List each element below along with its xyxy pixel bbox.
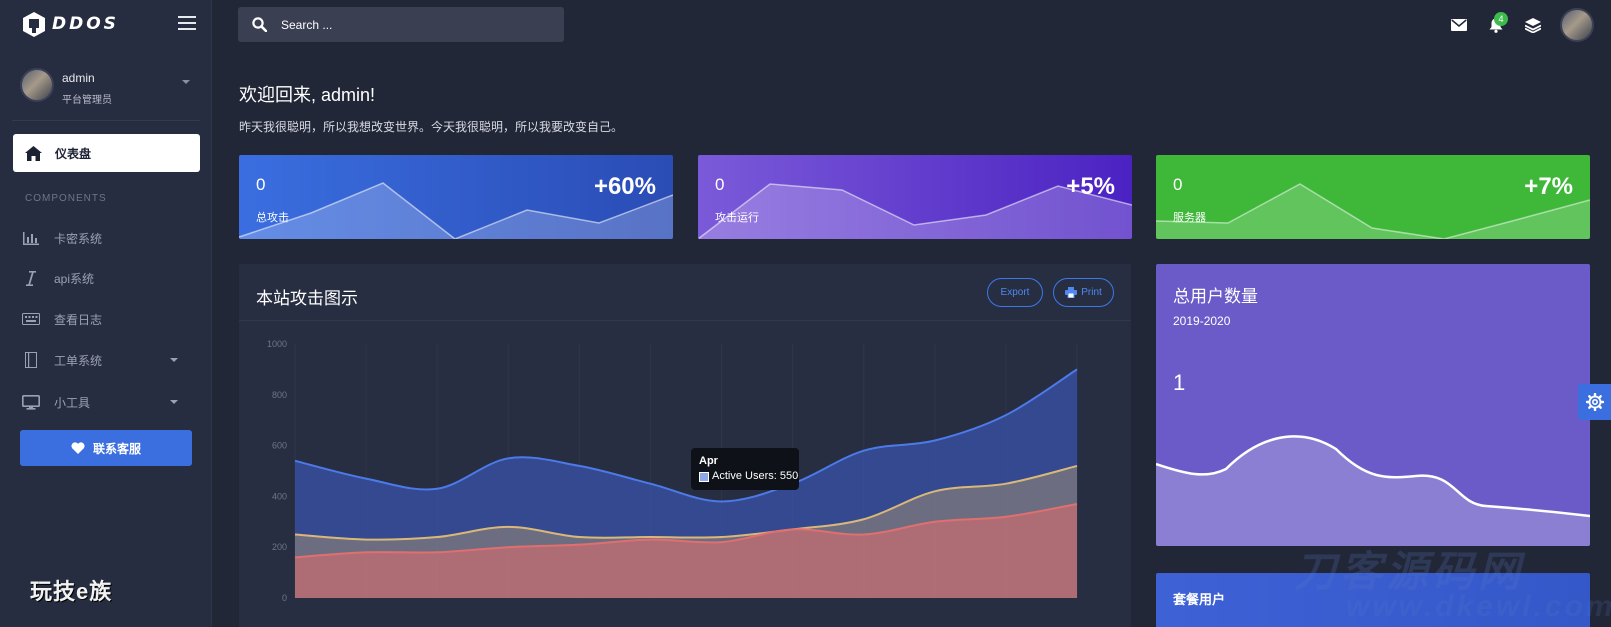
stat-card-sparkline <box>1156 155 1590 239</box>
chart-tooltip: Apr Active Users: 550 <box>691 448 799 490</box>
logo-text: DDOS <box>52 14 119 34</box>
watermark: 刀客源码网 <box>1294 548 1525 595</box>
logo-icon <box>23 11 45 37</box>
stat-percent: +7% <box>1524 173 1573 200</box>
y-tick-label: 200 <box>272 542 287 552</box>
book-icon <box>22 351 40 369</box>
plan-card-title: 套餐用户 <box>1173 592 1226 607</box>
sidebar-item-dashboard[interactable]: 仪表盘 <box>13 134 200 172</box>
heart-icon <box>71 442 85 454</box>
sidebar: DDOS admin 平台管理员 仪表盘 COMPONENTS 卡密系统 api… <box>0 0 212 627</box>
home-icon <box>25 145 42 161</box>
mail-button[interactable] <box>1448 14 1470 36</box>
panel-title: 本站攻击图示 <box>256 289 358 308</box>
search-input[interactable] <box>281 17 541 32</box>
sidebar-divider <box>12 120 200 121</box>
sidebar-item-label: 卡密系统 <box>54 231 103 246</box>
menu-toggle-button[interactable] <box>178 16 196 30</box>
watermark-url: www.dkewl.com <box>1346 590 1611 623</box>
stat-value: 0 <box>1173 175 1183 194</box>
stat-label: 服务器 <box>1173 212 1206 224</box>
total-users-card: 总用户数量 2019-2020 1 <box>1156 264 1590 546</box>
sidebar-item-tickets[interactable]: 工单系统 <box>22 348 194 372</box>
y-tick-label: 600 <box>272 441 287 451</box>
tooltip-text: Active Users: 550 <box>712 470 799 482</box>
users-wave-chart <box>1156 435 1590 546</box>
stat-card-running-attacks: 0 攻击运行 +5% <box>698 155 1132 239</box>
print-button[interactable]: Print <box>1053 278 1114 307</box>
user-role: 平台管理员 <box>62 95 112 106</box>
users-card-period: 2019-2020 <box>1173 314 1231 328</box>
sidebar-user[interactable]: admin 平台管理员 <box>20 66 192 116</box>
keyboard-icon <box>22 310 40 328</box>
welcome-title: 欢迎回来, admin! <box>239 85 376 105</box>
plan-users-card: 套餐用户 <box>1156 573 1590 627</box>
bar-chart-icon <box>22 229 40 247</box>
section-label: COMPONENTS <box>25 193 107 204</box>
sidebar-item-card-system[interactable]: 卡密系统 <box>22 226 194 250</box>
panel-divider <box>239 320 1131 321</box>
sidebar-item-logs[interactable]: 查看日志 <box>22 307 194 331</box>
stat-card-total-attacks: 0 总攻击 +60% <box>239 155 673 239</box>
user-name: admin <box>62 71 95 85</box>
layers-button[interactable] <box>1522 14 1544 36</box>
series-line <box>294 503 1078 559</box>
stat-card-sparkline <box>239 155 673 239</box>
chevron-down-icon <box>170 400 178 404</box>
attack-chart-panel: 本站攻击图示 Export Print 0 200 400 600 800 1000 <box>239 264 1131 627</box>
layers-icon <box>1525 17 1541 33</box>
print-label: Print <box>1081 287 1102 298</box>
monitor-icon <box>22 393 40 411</box>
settings-button[interactable] <box>1578 384 1611 420</box>
stat-label: 总攻击 <box>256 212 289 224</box>
stat-label: 攻击运行 <box>715 212 759 224</box>
series-line <box>294 464 1078 541</box>
stat-percent: +60% <box>593 173 656 200</box>
welcome-motto: 昨天我很聪明，所以我想改变世界。今天我很聪明，所以我要改变自己。 <box>239 120 624 134</box>
chevron-down-icon <box>170 358 178 362</box>
sidebar-item-label: api系统 <box>54 271 95 286</box>
users-card-count: 1 <box>1173 370 1186 395</box>
stat-card-sparkline <box>698 155 1132 239</box>
sidebar-item-tools[interactable]: 小工具 <box>22 390 194 414</box>
sidebar-item-label: 工单系统 <box>54 353 103 368</box>
contact-support-label: 联系客服 <box>92 441 141 456</box>
users-card-title: 总用户数量 <box>1173 287 1258 306</box>
notification-badge: 4 <box>1494 12 1508 26</box>
avatar <box>20 68 54 102</box>
attack-area-chart: 0 200 400 600 800 1000 <box>267 339 1078 603</box>
stat-card-servers: 0 服务器 +7% <box>1156 155 1590 239</box>
italic-icon <box>22 269 40 287</box>
search-icon <box>252 17 267 32</box>
sidebar-item-label: 查看日志 <box>54 312 103 327</box>
tooltip-title: Apr <box>699 455 718 467</box>
contact-support-button[interactable]: 联系客服 <box>20 430 192 466</box>
y-tick-label: 0 <box>282 593 287 603</box>
sidebar-item-label: 小工具 <box>54 395 91 410</box>
brand-mark: 玩技e族 <box>30 579 113 604</box>
logo[interactable]: DDOS <box>22 10 119 38</box>
series-area <box>295 504 1077 598</box>
search-bar <box>238 7 564 42</box>
sidebar-item-label: 仪表盘 <box>55 146 92 161</box>
gear-icon <box>1585 393 1604 411</box>
y-tick-label: 800 <box>272 390 287 400</box>
stat-value: 0 <box>256 175 266 194</box>
y-tick-label: 1000 <box>267 339 287 349</box>
series-line <box>294 368 1078 503</box>
sidebar-item-api-system[interactable]: api系统 <box>22 266 194 290</box>
tooltip-swatch <box>699 472 709 482</box>
mail-icon <box>1451 19 1467 31</box>
user-avatar-button[interactable] <box>1560 8 1594 42</box>
stat-percent: +5% <box>1066 173 1115 200</box>
y-tick-label: 400 <box>272 491 287 501</box>
stat-value: 0 <box>715 175 725 194</box>
export-button[interactable]: Export <box>987 278 1043 307</box>
printer-icon <box>1065 287 1078 298</box>
chevron-down-icon <box>182 80 190 84</box>
